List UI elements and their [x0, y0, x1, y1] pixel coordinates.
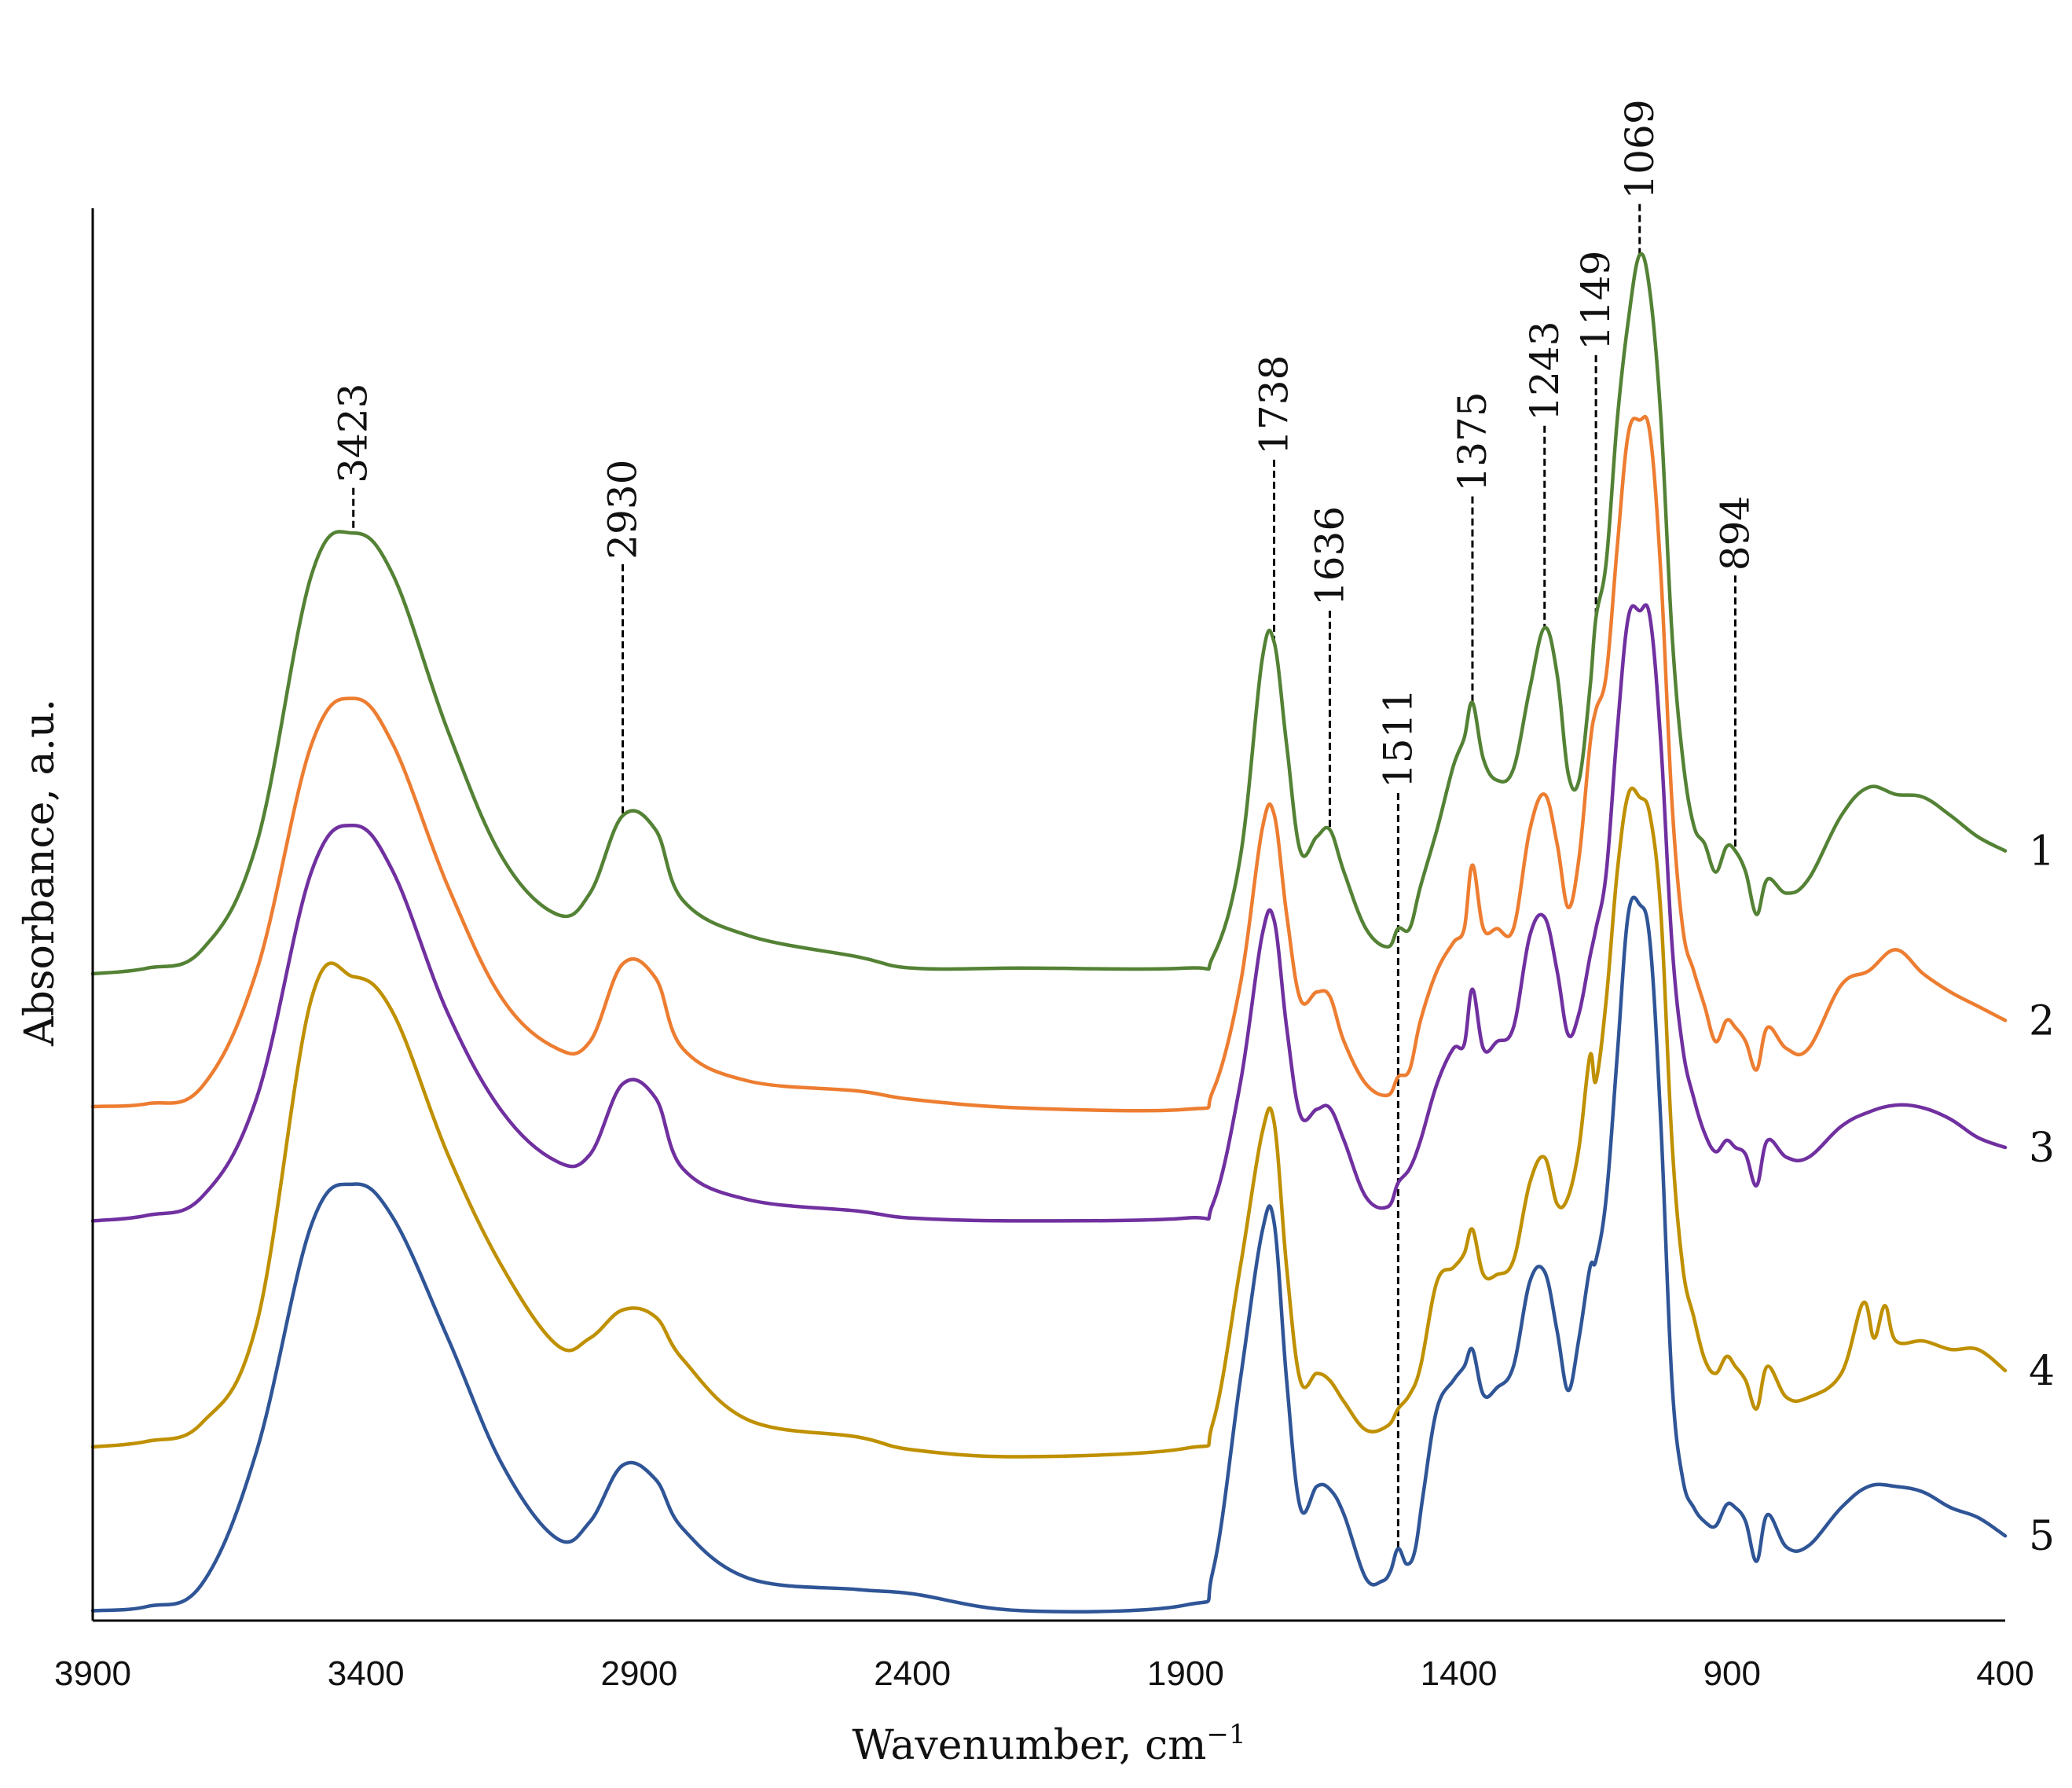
peak-label-3423: 3423: [331, 384, 376, 483]
series-line-4: [90, 786, 2008, 1459]
x-tick-labels: 3900 3400 2900 2400 1900 1400 900 400: [54, 1654, 2034, 1693]
series-line-1: [90, 251, 2008, 976]
axes: [91, 208, 2005, 1622]
series-label-2: 2: [2029, 997, 2055, 1045]
peak-label-894: 894: [1713, 496, 1758, 571]
series-line-2: [90, 414, 2008, 1113]
series-line-5: [90, 895, 2008, 1614]
peak-label-2930: 2930: [600, 460, 646, 560]
peak-label-1738: 1738: [1252, 355, 1297, 455]
x-tick-label-3900: 3900: [54, 1654, 131, 1693]
peak-label-1069: 1069: [1617, 99, 1663, 199]
x-axis-title-text: Wavenumber, cm: [852, 1722, 1206, 1769]
x-tick-label-3400: 3400: [328, 1654, 405, 1693]
series-label-5: 5: [2029, 1513, 2055, 1560]
peak-label-1375: 1375: [1450, 391, 1495, 491]
series-lines: [90, 251, 2008, 1614]
series-label-4: 4: [2029, 1348, 2055, 1395]
peak-label-1636: 1636: [1307, 506, 1353, 606]
series-label-3: 3: [2029, 1125, 2055, 1172]
x-tick-label-2900: 2900: [600, 1654, 677, 1693]
x-tick-label-1900: 1900: [1147, 1654, 1224, 1693]
peak-label-1149: 1149: [1573, 251, 1619, 351]
x-tick-label-2400: 2400: [874, 1654, 951, 1693]
series-labels: 1 2 3 4 5: [2029, 828, 2055, 1561]
x-axis-title-superscript: −1: [1206, 1719, 1245, 1750]
x-axis-title: Wavenumber, cm−1: [852, 1719, 1245, 1769]
peak-label-1243: 1243: [1522, 321, 1568, 420]
series-label-1: 1: [2029, 828, 2055, 876]
x-tick-label-1400: 1400: [1421, 1654, 1498, 1693]
peak-label-1511: 1511: [1375, 688, 1421, 788]
x-tick-label-400: 400: [1976, 1654, 2033, 1693]
y-axis-title: Absorbance, a.u.: [17, 699, 64, 1047]
x-tick-label-900: 900: [1703, 1654, 1761, 1693]
series-line-3: [90, 603, 2008, 1223]
